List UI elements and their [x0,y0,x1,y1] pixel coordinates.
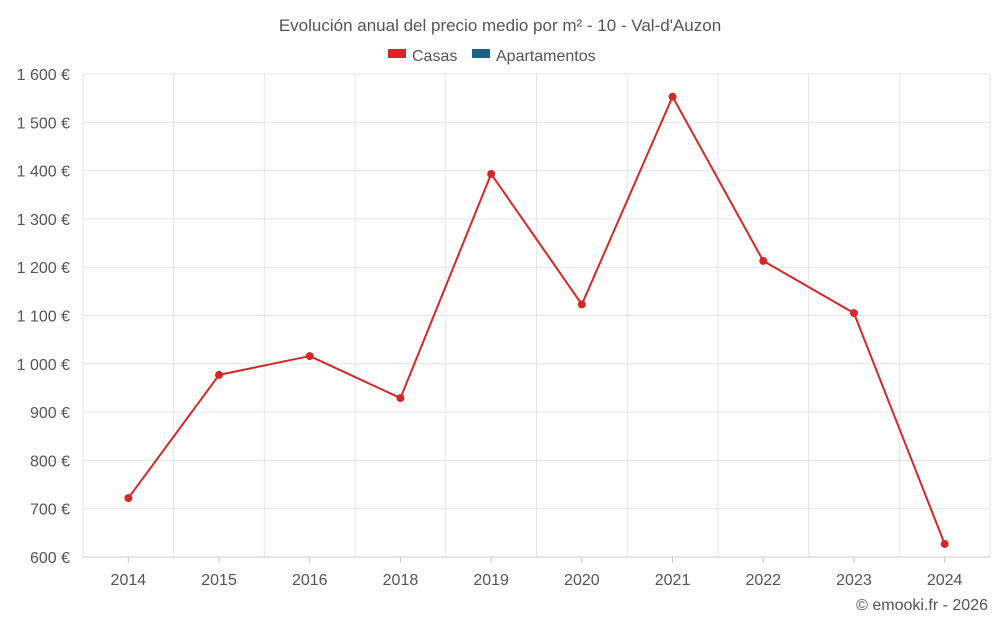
y-tick-label: 1 100 € [17,309,70,326]
x-axis: 2014 2015 2016 2018 2019 2020 2021 2022 2023 2024 [83,556,990,589]
data-point-casas[interactable]: 2014: 722 € [124,494,133,503]
series-casas: 2014: 722 € 2015: 977 € 2016: 1016 € 2018: … [124,92,949,548]
x-tick-label: 2018 [383,572,419,589]
data-point-casas[interactable]: 2015: 977 € [215,370,224,379]
x-tick-label: 2024 [927,572,963,589]
x-tick-label: 2020 [564,572,600,589]
series-line-casas [127,95,946,545]
legend-swatch-apartamentos [472,49,490,58]
y-tick-label: 1 200 € [17,260,70,277]
chart-title: Evolución anual del precio medio por m² … [279,16,721,35]
x-tick-label: 2019 [473,572,509,589]
data-point-casas[interactable]: 2019: 1393 € [487,169,496,178]
legend: Casas Apartamentos [388,48,596,65]
y-tick-label: 700 € [30,502,70,519]
x-tick-label: 2016 [292,572,328,589]
x-tick-label: 2014 [111,572,147,589]
y-tick-label: 1 000 € [17,357,70,374]
y-tick-label: 1 600 € [17,67,70,84]
data-point-casas[interactable]: 2021: 1553 € [668,92,677,101]
x-tick-label: 2023 [836,572,872,589]
data-point-casas[interactable]: 2018: 929 € [396,394,405,403]
legend-swatch-casas [388,49,406,58]
y-tick-label: 600 € [30,550,70,567]
data-point-casas[interactable]: 2023: 1105 € [849,309,858,318]
chart-credit: © emooki.fr - 2026 [856,597,988,614]
legend-label-apartamentos[interactable]: Apartamentos [496,48,596,65]
data-point-casas[interactable]: 2020: 1123 € [577,300,586,309]
x-tick-label: 2021 [655,572,691,589]
data-point-casas[interactable]: 2024: 627 € [940,539,949,548]
y-tick-label: 1 500 € [17,115,70,132]
data-point-casas[interactable]: 2016: 1016 € [305,352,314,361]
gridlines [82,73,991,558]
x-tick-label: 2022 [745,572,781,589]
y-tick-label: 800 € [30,453,70,470]
y-tick-label: 900 € [30,405,70,422]
data-point-casas[interactable]: 2022: 1213 € [759,256,768,265]
y-axis: 600 € 700 € 800 € 900 € 1 000 € 1 100 € 1 200 … [17,67,70,567]
y-tick-label: 1 300 € [17,212,70,229]
legend-label-casas[interactable]: Casas [412,48,457,65]
y-tick-label: 1 400 € [17,164,70,181]
x-tick-label: 2015 [201,572,237,589]
